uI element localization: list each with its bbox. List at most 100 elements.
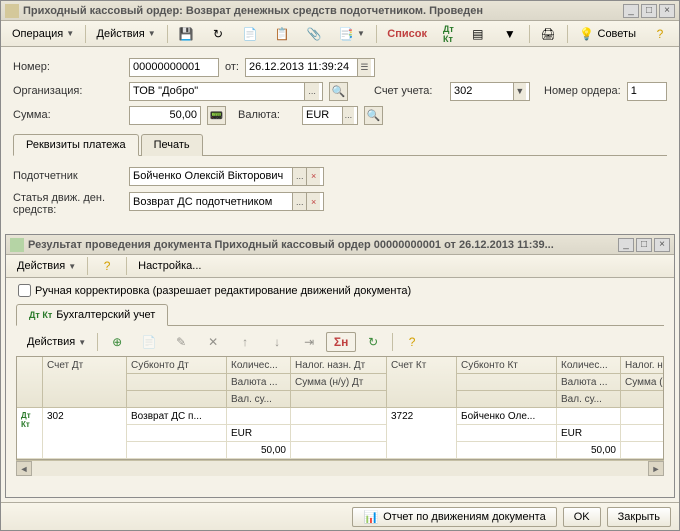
grid-toolbar: Действия▼ ⊕ 📄 ✎ ✕ ↑ ↓ ⇥ Σн ↻ ?	[16, 330, 664, 354]
cell-blank5	[457, 442, 557, 459]
tb-icon-6[interactable]: 📑▼	[331, 24, 372, 44]
help3-button[interactable]: ?	[397, 332, 427, 352]
col-sum-nu-dt[interactable]: Сумма (н/у) Дт	[291, 374, 387, 391]
add-button[interactable]: ⊕	[102, 332, 132, 352]
actions-menu[interactable]: Действия▼	[90, 24, 163, 44]
help3-icon: ?	[404, 334, 420, 350]
copy-button[interactable]: 📄	[134, 332, 164, 352]
cell-tax-dt	[291, 408, 387, 425]
sum-input[interactable]	[133, 109, 197, 121]
col-qty2[interactable]: Количес...	[557, 357, 621, 374]
col-account-kt[interactable]: Счет Кт	[387, 357, 457, 408]
col-tax-dt[interactable]: Налог. назн. Дт	[291, 357, 387, 374]
col-valsum2[interactable]: Вал. су...	[557, 391, 621, 408]
tb-icon-8[interactable]: ▼	[495, 24, 525, 44]
date-input[interactable]	[249, 61, 357, 73]
grid-actions-label: Действия	[27, 336, 75, 348]
currency-input[interactable]	[306, 109, 342, 121]
org-input[interactable]	[133, 85, 304, 97]
tips-button[interactable]: 💡Советы	[572, 24, 643, 44]
col-tax-kt[interactable]: Налог. назн	[621, 357, 664, 374]
manual-edit-checkbox[interactable]	[18, 284, 31, 297]
tb-icon-7[interactable]: ▤	[463, 24, 493, 44]
tips-label: Советы	[598, 28, 636, 40]
cell-subconto-dt: Возврат ДС п...	[127, 408, 227, 425]
up-button[interactable]: ↑	[230, 332, 260, 352]
tb-icon-1[interactable]: 💾	[171, 24, 201, 44]
col-subconto-dt[interactable]: Субконто Дт	[127, 357, 227, 374]
end-icon: ⇥	[301, 334, 317, 350]
tb-icon-5[interactable]: 📎	[299, 24, 329, 44]
col-subconto-kt[interactable]: Субконто Кт	[457, 357, 557, 374]
article-clear-button[interactable]: ×	[306, 193, 320, 210]
col-qty[interactable]: Количес...	[227, 357, 291, 374]
accountable-select-button[interactable]: ...	[292, 168, 306, 185]
accountable-clear-button[interactable]: ×	[306, 168, 320, 185]
tb-icon-3[interactable]: 📄	[235, 24, 265, 44]
article-select-button[interactable]: ...	[292, 193, 306, 210]
col-rowicon[interactable]	[17, 357, 43, 408]
tb-icon-2[interactable]: ↻	[203, 24, 233, 44]
ok-button[interactable]: OK	[563, 507, 601, 527]
scroll-right-button[interactable]: ►	[648, 461, 664, 476]
sub-titlebar: Результат проведения документа Приходный…	[6, 235, 674, 255]
close-button[interactable]: ×	[659, 4, 675, 18]
tab-requisites[interactable]: Реквизиты платежа	[13, 134, 139, 156]
operation-label: Операция	[12, 28, 63, 40]
maximize-button[interactable]: □	[641, 4, 657, 18]
close-button-footer[interactable]: Закрыть	[607, 507, 671, 527]
org-search-button[interactable]: 🔍	[329, 82, 348, 101]
col-sum-nu[interactable]: Сумма (н/у)	[621, 374, 664, 391]
help2-button[interactable]: ?	[92, 256, 122, 276]
report-button[interactable]: 📊Отчет по движениям документа	[352, 507, 557, 527]
col-valsum[interactable]: Вал. су...	[227, 391, 291, 408]
number-input[interactable]	[133, 61, 215, 73]
tab-accounting[interactable]: Дт КтБухгалтерский учет	[16, 304, 168, 326]
date-picker-button[interactable]: ☰	[357, 59, 371, 76]
cell-blank6	[621, 442, 664, 459]
account-select-button[interactable]: ▼	[513, 83, 526, 100]
refresh2-button[interactable]: ↻	[358, 332, 388, 352]
account-label: Счет учета:	[374, 85, 444, 97]
edit-button[interactable]: ✎	[166, 332, 196, 352]
list-button[interactable]: Список	[380, 24, 434, 44]
col-currency-kt[interactable]: Валюта ...	[557, 374, 621, 391]
order-num-input[interactable]	[631, 85, 663, 97]
grid-actions-menu[interactable]: Действия▼	[20, 332, 93, 352]
col-currency-dt[interactable]: Валюта ...	[227, 374, 291, 391]
accountable-input[interactable]	[133, 170, 292, 182]
tb-icon-9[interactable]: 🖨	[533, 24, 563, 44]
end-button[interactable]: ⇥	[294, 332, 324, 352]
settings-button[interactable]: Настройка...	[131, 256, 208, 276]
col-account-dt[interactable]: Счет Дт	[43, 357, 127, 408]
doc-icon	[5, 4, 19, 18]
tab-print[interactable]: Печать	[141, 134, 203, 156]
account-input[interactable]	[454, 85, 513, 97]
scroll-track[interactable]	[32, 461, 648, 476]
table-row[interactable]: ДтКт 302 Возврат ДС п... EUR 50,00	[17, 408, 664, 459]
down-button[interactable]: ↓	[262, 332, 292, 352]
org-label: Организация:	[13, 85, 123, 97]
h-scrollbar[interactable]: ◄ ►	[16, 460, 664, 476]
operation-menu[interactable]: Операция▼	[5, 24, 81, 44]
sub-close-button[interactable]: ×	[654, 238, 670, 252]
sub-maximize-button[interactable]: □	[636, 238, 652, 252]
delete-button[interactable]: ✕	[198, 332, 228, 352]
article-input[interactable]	[133, 196, 292, 208]
footer: 📊Отчет по движениям документа OK Закрыть	[1, 502, 679, 530]
org-select-button[interactable]: ...	[304, 83, 319, 100]
scroll-left-button[interactable]: ◄	[16, 461, 32, 476]
currency-search-button[interactable]: 🔍	[364, 106, 383, 125]
sub-minimize-button[interactable]: _	[618, 238, 634, 252]
col-blank4	[457, 374, 557, 391]
dtkt-button[interactable]: ДтКт	[436, 24, 461, 44]
sigma-icon: Σн	[333, 334, 349, 350]
currency-select-button[interactable]: ...	[342, 107, 354, 124]
tb-icon-4[interactable]: 📋	[267, 24, 297, 44]
sum-calc-button[interactable]: 📟	[207, 106, 226, 125]
help-button[interactable]: ?	[645, 24, 675, 44]
cell-subconto-kt: Бойченко Оле...	[457, 408, 557, 425]
minimize-button[interactable]: _	[623, 4, 639, 18]
sub-actions-menu[interactable]: Действия▼	[10, 256, 83, 276]
sum-button[interactable]: Σн	[326, 332, 356, 352]
